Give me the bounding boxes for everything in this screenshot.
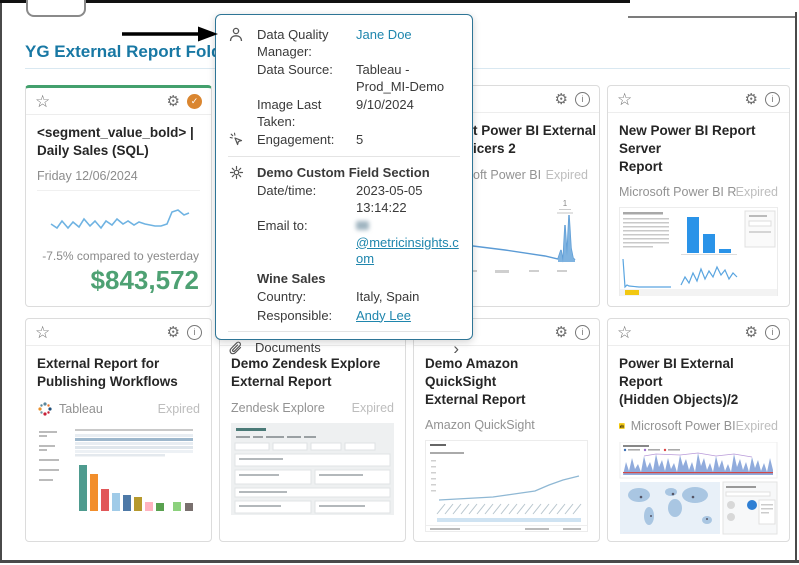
report-preview <box>619 207 778 297</box>
page-title: YG External Report Folder <box>25 42 238 61</box>
gear-icon[interactable]: ⚙ <box>744 90 758 108</box>
documents-row[interactable]: Documents › <box>229 340 459 357</box>
engagement-click-icon <box>229 132 255 149</box>
cutoff-popup <box>26 0 86 17</box>
provider-row: Microsoft Power BI Report S Expired <box>619 185 778 200</box>
wine-section-title: Wine Sales <box>257 270 326 286</box>
provider-row: oft Power BI Expired <box>473 167 588 182</box>
certified-badge-icon: ✓ <box>187 93 202 109</box>
favorite-star-icon[interactable]: ☆ <box>617 89 633 109</box>
provider-row: Amazon QuickSight <box>425 418 535 433</box>
expired-label: Expired <box>351 400 394 415</box>
report-preview <box>231 422 394 515</box>
gear-icon[interactable]: ⚙ <box>166 323 180 341</box>
datetime-value: 2023-05-05 13:14:22 <box>356 183 423 215</box>
tile-title[interactable]: <segment_value_bold> | Daily Sales (SQL) <box>37 125 194 158</box>
expired-label: Expired <box>545 167 588 182</box>
gear-icon[interactable]: ⚙ <box>166 92 180 110</box>
report-preview <box>39 428 193 511</box>
power-bi-icon <box>619 423 625 430</box>
documents-label: Documents <box>255 340 321 356</box>
dqm-label: Data Quality Manager: <box>257 27 329 59</box>
redacted-email-prefix <box>356 221 369 230</box>
email-link[interactable]: @metricinsights.com <box>356 234 459 267</box>
metric-value: $843,572 <box>90 265 199 295</box>
info-icon[interactable]: i <box>765 324 780 340</box>
chevron-right-icon: › <box>453 339 459 358</box>
report-preview <box>425 440 588 533</box>
report-preview <box>619 442 778 535</box>
tile-publishing-workflows[interactable]: ☆ ⚙ i External Report for Publishing Wor… <box>25 318 212 542</box>
data-source-value: Tableau - Prod_MI-Demo <box>356 62 445 94</box>
gear-icon[interactable]: ⚙ <box>554 90 568 108</box>
favorite-star-icon[interactable]: ☆ <box>35 322 51 342</box>
info-icon[interactable]: i <box>575 91 590 107</box>
info-icon[interactable]: i <box>187 324 202 340</box>
dqm-value-link[interactable]: Jane Doe <box>356 27 412 42</box>
data-source-label: Data Source: <box>257 62 333 77</box>
tile-title[interactable]: Power BI External Report (Hidden Objects… <box>619 356 739 407</box>
expired-label: Expired <box>735 419 778 434</box>
engagement-value: 5 <box>356 132 364 147</box>
info-icon[interactable]: i <box>765 91 780 107</box>
tile-pbi-hidden-objects[interactable]: ☆ ⚙ i Power BI External Report (Hidden O… <box>607 318 790 542</box>
engagement-label: Engagement: <box>257 132 335 147</box>
expired-label: Expired <box>157 401 200 416</box>
sparkline-chart <box>50 208 190 229</box>
tile-title[interactable]: New Power BI Report Server Report <box>619 123 756 174</box>
gear-icon[interactable]: ⚙ <box>554 323 568 341</box>
custom-fields-icon <box>229 165 255 182</box>
frame-border-right <box>795 12 797 563</box>
favorite-star-icon[interactable]: ☆ <box>617 322 633 342</box>
tile-date: Friday 12/06/2024 <box>37 169 200 191</box>
responsible-label: Responsible: <box>257 307 333 323</box>
info-icon[interactable]: i <box>575 324 590 340</box>
annotation-arrow-icon <box>122 26 218 42</box>
tile-daily-sales[interactable]: ☆ ⚙ ✓ <segment_value_bold> | Daily Sales… <box>25 85 212 307</box>
custom-section-title: Demo Custom Field Section <box>257 164 430 180</box>
tile-title[interactable]: Demo Zendesk Explore External Report <box>231 356 381 389</box>
tile-title[interactable]: t Power BI External icers 2 <box>473 123 597 156</box>
tile-amazon-quicksight[interactable]: ☆ ⚙ i Demo Amazon QuickSight External Re… <box>413 318 600 542</box>
popover-divider <box>228 331 460 332</box>
image-last-taken-value: 9/10/2024 <box>356 97 414 112</box>
tile-pbi-report-server[interactable]: ☆ ⚙ i New Power BI Report Server Report … <box>607 85 790 307</box>
datetime-label: Date/time: <box>257 183 317 198</box>
image-last-taken-label: Image Last Taken: <box>257 97 322 129</box>
provider-row: Zendesk Explore Expired <box>231 400 394 415</box>
country-value: Italy, Spain <box>356 289 420 304</box>
change-vs-yesterday: -7.5% compared to yesterday <box>42 249 199 263</box>
frame-border-bottom <box>0 560 799 563</box>
report-preview: 1 <box>425 199 576 273</box>
country-label: Country: <box>257 289 307 304</box>
email-to-label: Email to: <box>257 218 308 233</box>
svg-text:1: 1 <box>563 199 568 208</box>
person-icon <box>229 27 255 60</box>
popover-divider <box>228 155 460 157</box>
frame-border-left <box>0 0 2 563</box>
provider-row: Microsoft Power BI Expired <box>619 418 778 434</box>
tile-zendesk-explore[interactable]: ☆ ⚙ i Demo Zendesk Explore External Repo… <box>219 318 406 542</box>
frame-border-top-right <box>628 16 795 18</box>
gear-icon[interactable]: ⚙ <box>744 323 758 341</box>
report-info-popover: Data Quality Manager: Jane Doe Data Sour… <box>215 14 473 357</box>
favorite-star-icon[interactable]: ☆ <box>35 91 51 111</box>
frame-border-top <box>0 0 630 3</box>
paperclip-icon <box>229 341 255 356</box>
expired-label: Expired <box>735 185 778 200</box>
tile-title[interactable]: Demo Amazon QuickSight External Report <box>425 356 526 407</box>
provider-row: Tableau Expired <box>37 401 200 417</box>
tableau-icon <box>38 402 52 416</box>
tile-title[interactable]: External Report for Publishing Workflows <box>37 356 178 389</box>
responsible-link[interactable]: Andy Lee <box>356 307 411 323</box>
